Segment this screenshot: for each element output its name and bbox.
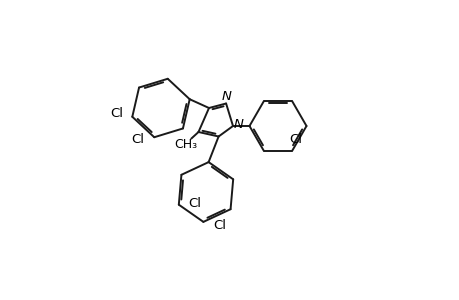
Text: N: N <box>234 118 243 131</box>
Text: Cl: Cl <box>213 219 226 232</box>
Text: Cl: Cl <box>131 133 144 146</box>
Text: Cl: Cl <box>289 133 302 146</box>
Text: Cl: Cl <box>110 107 123 120</box>
Text: CH₃: CH₃ <box>174 137 197 151</box>
Text: Cl: Cl <box>188 197 201 210</box>
Text: N: N <box>221 90 230 104</box>
